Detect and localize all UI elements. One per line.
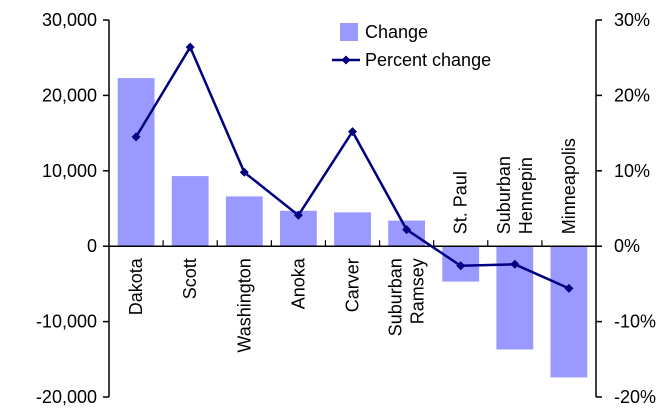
percent-change-marker [456, 261, 466, 271]
category-label-anoka: Anoka [288, 257, 308, 309]
category-label-line: Minneapolis [559, 138, 579, 234]
percent-change-marker [564, 283, 574, 293]
bar-carver [334, 212, 371, 247]
axes-layer: -20,000 -10,000 0 10,000 20,000 30,000 -20% -10… [36, 10, 656, 407]
category-label-scott: Scott [180, 258, 200, 299]
category-label-line: St. Paul [451, 171, 471, 234]
category-label-line: Suburban [494, 156, 514, 234]
left-tick-label: 30,000 [42, 10, 97, 30]
legend-percent-label: Percent change [365, 50, 491, 70]
left-tick-label: -20,000 [36, 387, 97, 407]
line-layer [131, 42, 574, 293]
bar-washington [225, 196, 263, 247]
category-label-line: Hennepin [516, 157, 536, 234]
percent-change-marker [348, 127, 357, 137]
left-tick-label: -10,000 [36, 312, 97, 332]
percent-change-marker [510, 259, 520, 269]
left-tick-label: 0 [87, 236, 97, 256]
left-tick-label: 10,000 [42, 161, 97, 181]
category-label-line: Suburban [386, 258, 406, 336]
legend-change-label: Change [365, 22, 428, 42]
right-tick-label: 0% [614, 236, 640, 256]
percent-change-marker [293, 210, 303, 220]
category-label-line: Ramsey [408, 258, 428, 324]
category-label-line: Carver [343, 258, 363, 312]
category-label-line: Anoka [288, 257, 308, 309]
category-label-line: Washington [234, 258, 254, 352]
category-label-line: Dakota [126, 257, 146, 315]
legend: Change Percent change [332, 22, 491, 70]
legend-percent-marker [341, 55, 351, 65]
category-label-suburban-hennepin: Suburban Hennepin [494, 156, 536, 234]
category-label-minneapolis: Minneapolis [559, 138, 579, 234]
category-label-stpaul: St. Paul [451, 171, 471, 234]
percent-change-marker [402, 225, 412, 235]
right-tick-label: -20% [614, 387, 656, 407]
left-tick-label: 20,000 [42, 85, 97, 105]
right-tick-label: 10% [614, 161, 650, 181]
percent-change-marker [239, 167, 249, 177]
bar-scott [171, 176, 209, 247]
category-label-dakota: Dakota [126, 257, 146, 315]
right-tick-label: -10% [614, 312, 656, 332]
category-label-line: Scott [180, 258, 200, 299]
category-label-washington: Washington [234, 258, 254, 352]
category-label-suburban-ramsey: Suburban Ramsey [386, 258, 428, 336]
bars-layer [117, 78, 588, 378]
legend-change-swatch [340, 23, 358, 41]
bar-minneapolis [550, 246, 588, 378]
right-tick-label: 30% [614, 10, 650, 30]
labels-layer: Dakota Scott Washington Anoka Carver Suburban… [126, 138, 579, 352]
percent-change-marker [185, 42, 195, 52]
percent-change-marker [131, 132, 141, 142]
category-label-carver: Carver [343, 258, 363, 312]
bar-dakota [117, 78, 155, 247]
right-tick-label: 20% [614, 85, 650, 105]
